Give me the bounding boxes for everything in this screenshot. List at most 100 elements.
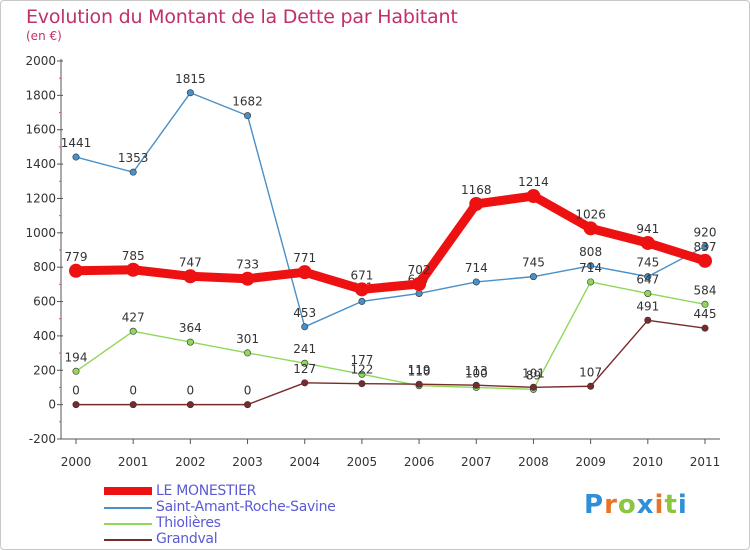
data-label: 1214 (518, 175, 549, 189)
data-label: 1441 (61, 136, 92, 150)
data-point (72, 153, 80, 161)
legend-swatch (104, 507, 152, 509)
data-label: 0 (72, 384, 80, 398)
x-tick-label: 2003 (232, 455, 263, 469)
data-label: 808 (579, 245, 602, 259)
data-label: 119 (408, 363, 431, 377)
data-point (644, 273, 652, 281)
data-point (529, 383, 537, 391)
data-point (587, 278, 595, 286)
data-label: 491 (636, 299, 659, 313)
data-label: 837 (694, 240, 717, 254)
x-tick-label: 2009 (575, 455, 606, 469)
data-point (72, 367, 80, 375)
data-label: 747 (179, 255, 202, 269)
series-line (75, 319, 706, 406)
legend-label: Grandval (156, 531, 218, 547)
y-tick-label: 400 (33, 329, 56, 343)
y-tick-label: 2000 (25, 54, 56, 68)
data-label: 453 (293, 306, 316, 320)
data-point (412, 277, 427, 292)
data-label: 647 (636, 272, 659, 286)
data-point (301, 379, 309, 387)
x-tick-label: 2008 (518, 455, 549, 469)
data-point (529, 273, 537, 281)
data-point (72, 401, 80, 409)
data-point (129, 327, 137, 335)
data-point (358, 370, 366, 378)
data-point (472, 278, 480, 286)
data-point (354, 282, 369, 297)
series-line (75, 281, 706, 391)
data-point (640, 235, 655, 250)
logo-letter: r (604, 490, 618, 520)
data-point (701, 324, 709, 332)
x-tick-label: 2000 (61, 455, 92, 469)
data-label: 733 (236, 258, 259, 272)
logo-letter: i (654, 490, 665, 520)
data-label: 1682 (232, 95, 263, 109)
data-label: 702 (408, 263, 431, 277)
data-label: 785 (122, 249, 145, 263)
x-tick-label: 2002 (175, 455, 206, 469)
data-label: 941 (636, 222, 659, 236)
data-label: 771 (293, 251, 316, 265)
data-point (698, 253, 712, 268)
data-label: 0 (244, 384, 252, 398)
data-label: 127 (293, 362, 316, 376)
y-tick-label: 800 (33, 260, 56, 274)
data-point (644, 289, 652, 297)
data-point (183, 269, 198, 284)
data-label: 427 (122, 310, 145, 324)
data-point (644, 316, 652, 324)
data-point (358, 297, 366, 305)
chart-subtitle: (en €) (26, 29, 62, 43)
data-point (701, 300, 709, 308)
y-tick-label: -200 (29, 432, 56, 446)
legend-label: LE MONESTIER (156, 483, 257, 499)
data-label: 920 (694, 226, 717, 240)
data-point (129, 168, 137, 176)
data-label: 301 (236, 332, 259, 346)
data-label: 122 (350, 363, 373, 377)
series-line (71, 191, 710, 294)
data-point (129, 401, 137, 409)
y-tick-label: 600 (33, 295, 56, 309)
data-label: 107 (579, 365, 602, 379)
x-tick-label: 2010 (633, 455, 664, 469)
data-label: 745 (636, 256, 659, 270)
data-point (244, 401, 252, 409)
legend-swatch (104, 539, 152, 541)
data-label: 364 (179, 321, 202, 335)
data-point (240, 271, 255, 286)
data-label: 101 (522, 366, 545, 380)
data-label: 779 (65, 250, 88, 264)
data-point (415, 380, 423, 388)
x-tick-label: 2007 (461, 455, 492, 469)
data-point (358, 380, 366, 388)
legend-label: Thiolières (156, 515, 221, 531)
series-line (75, 92, 706, 328)
logo-letter: t (664, 490, 678, 520)
data-point (301, 323, 309, 331)
legend-swatch (104, 487, 152, 495)
data-point (186, 338, 194, 346)
legend-swatch (104, 523, 152, 525)
data-point (701, 243, 709, 251)
x-tick-label: 2005 (347, 455, 378, 469)
data-label: 671 (350, 268, 373, 282)
y-tick-label: 1800 (25, 88, 56, 102)
data-point (301, 359, 309, 367)
data-point (587, 382, 595, 390)
data-label: 745 (522, 256, 545, 270)
data-point (244, 349, 252, 357)
data-point (472, 381, 480, 389)
data-label: 0 (187, 384, 195, 398)
chart-title: Evolution du Montant de la Dette par Hab… (26, 6, 458, 28)
data-label: 100 (465, 366, 488, 380)
legend-label: Saint-Amant-Roche-Savine (156, 499, 336, 515)
data-label: 241 (293, 342, 316, 356)
logo-letter: x (636, 490, 655, 520)
